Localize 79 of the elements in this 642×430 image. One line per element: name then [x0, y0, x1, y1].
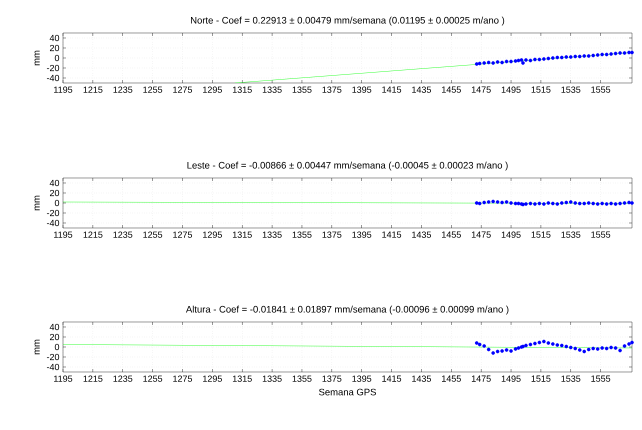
y-tick-label: 40	[50, 34, 60, 42]
x-tick-label: 1315	[232, 86, 252, 93]
x-tick-label: 1455	[442, 376, 461, 382]
x-tick-label: 1395	[352, 86, 372, 93]
x-tick-label: 1515	[532, 376, 550, 382]
x-tick-label: 1195	[54, 232, 72, 238]
x-tick-label: 1435	[412, 86, 432, 93]
y-tick-label: -20	[46, 354, 60, 360]
x-tick-label: 1475	[472, 232, 491, 238]
x-tick-label: 1335	[262, 376, 282, 382]
x-tick-label: 1555	[591, 376, 610, 382]
y-tick-label: 20	[50, 190, 60, 196]
y-tick-label: 0	[54, 200, 60, 206]
x-tick-label: 1555	[591, 232, 610, 238]
x-tick-label: 1375	[322, 376, 342, 382]
x-tick-label: 1235	[113, 376, 132, 382]
y-axis-title: mm	[34, 196, 40, 210]
y-axis-title: mm	[34, 50, 40, 66]
x-tick-label: 1315	[232, 232, 252, 238]
x-tick-label: 1215	[84, 376, 102, 382]
x-axis-title: Semana GPS	[319, 388, 376, 396]
x-tick-label: 1375	[322, 86, 342, 93]
x-tick-label: 1215	[84, 86, 102, 93]
x-tick-label: 1315	[232, 376, 252, 382]
x-tick-label: 1195	[54, 376, 72, 382]
y-tick-label: 40	[50, 324, 60, 330]
y-tick-label: 0	[54, 54, 60, 62]
chart-title: Altura - Coef = -0.01841 ± 0.01897 mm/semana (-0.00096 ± 0.00099 m/ano )	[186, 306, 508, 314]
x-tick-label: 1335	[262, 86, 282, 93]
y-tick-label: -20	[46, 64, 60, 72]
x-tick-label: 1355	[292, 376, 312, 382]
x-tick-label: 1395	[352, 376, 372, 382]
x-tick-label: 1275	[173, 86, 192, 93]
x-tick-label: 1255	[143, 86, 162, 93]
x-tick-label: 1535	[561, 376, 580, 382]
y-tick-label: -40	[46, 220, 60, 226]
y-tick-label: 0	[54, 344, 60, 350]
x-tick-label: 1375	[322, 232, 342, 238]
x-tick-label: 1195	[54, 86, 72, 93]
x-tick-label: 1555	[591, 86, 610, 93]
x-tick-label: 1255	[143, 232, 162, 238]
chart-title: Leste - Coef = -0.00866 ± 0.00447 mm/semana (-0.00045 ± 0.00023 m/ano )	[187, 162, 508, 170]
x-tick-label: 1455	[442, 86, 461, 93]
x-tick-label: 1515	[532, 86, 550, 93]
x-tick-label: 1435	[412, 232, 432, 238]
x-tick-label: 1475	[472, 376, 491, 382]
x-tick-label: 1215	[84, 232, 102, 238]
x-tick-label: 1535	[561, 232, 580, 238]
x-tick-label: 1475	[472, 86, 491, 93]
x-tick-label: 1275	[173, 376, 192, 382]
x-tick-label: 1495	[502, 86, 521, 93]
x-tick-label: 1295	[203, 376, 222, 382]
x-tick-label: 1335	[262, 232, 282, 238]
x-tick-label: 1495	[502, 232, 521, 238]
y-axis-title: mm	[34, 340, 40, 354]
x-tick-label: 1495	[502, 376, 521, 382]
x-tick-label: 1415	[382, 86, 402, 93]
x-tick-label: 1415	[382, 232, 402, 238]
y-tick-label: 20	[50, 334, 60, 340]
x-tick-label: 1395	[352, 232, 372, 238]
y-tick-label: 40	[50, 180, 60, 186]
x-tick-label: 1295	[203, 232, 222, 238]
x-tick-label: 1435	[412, 376, 432, 382]
y-tick-label: 20	[50, 44, 60, 52]
y-tick-label: -40	[46, 74, 60, 82]
x-tick-label: 1355	[292, 86, 312, 93]
x-tick-label: 1255	[143, 376, 162, 382]
x-tick-label: 1355	[292, 232, 312, 238]
x-tick-label: 1235	[113, 86, 132, 93]
x-tick-label: 1235	[113, 232, 132, 238]
x-tick-label: 1295	[203, 86, 222, 93]
y-tick-label: -20	[46, 210, 60, 216]
chart-title: Norte - Coef = 0.22913 ± 0.00479 mm/semana (0.01195 ± 0.00025 m/ano )	[190, 16, 504, 26]
x-tick-label: 1455	[442, 232, 461, 238]
x-tick-label: 1275	[173, 232, 192, 238]
x-tick-label: 1535	[561, 86, 580, 93]
x-tick-label: 1515	[532, 232, 550, 238]
x-tick-label: 1415	[382, 376, 402, 382]
y-tick-label: -40	[46, 364, 60, 370]
